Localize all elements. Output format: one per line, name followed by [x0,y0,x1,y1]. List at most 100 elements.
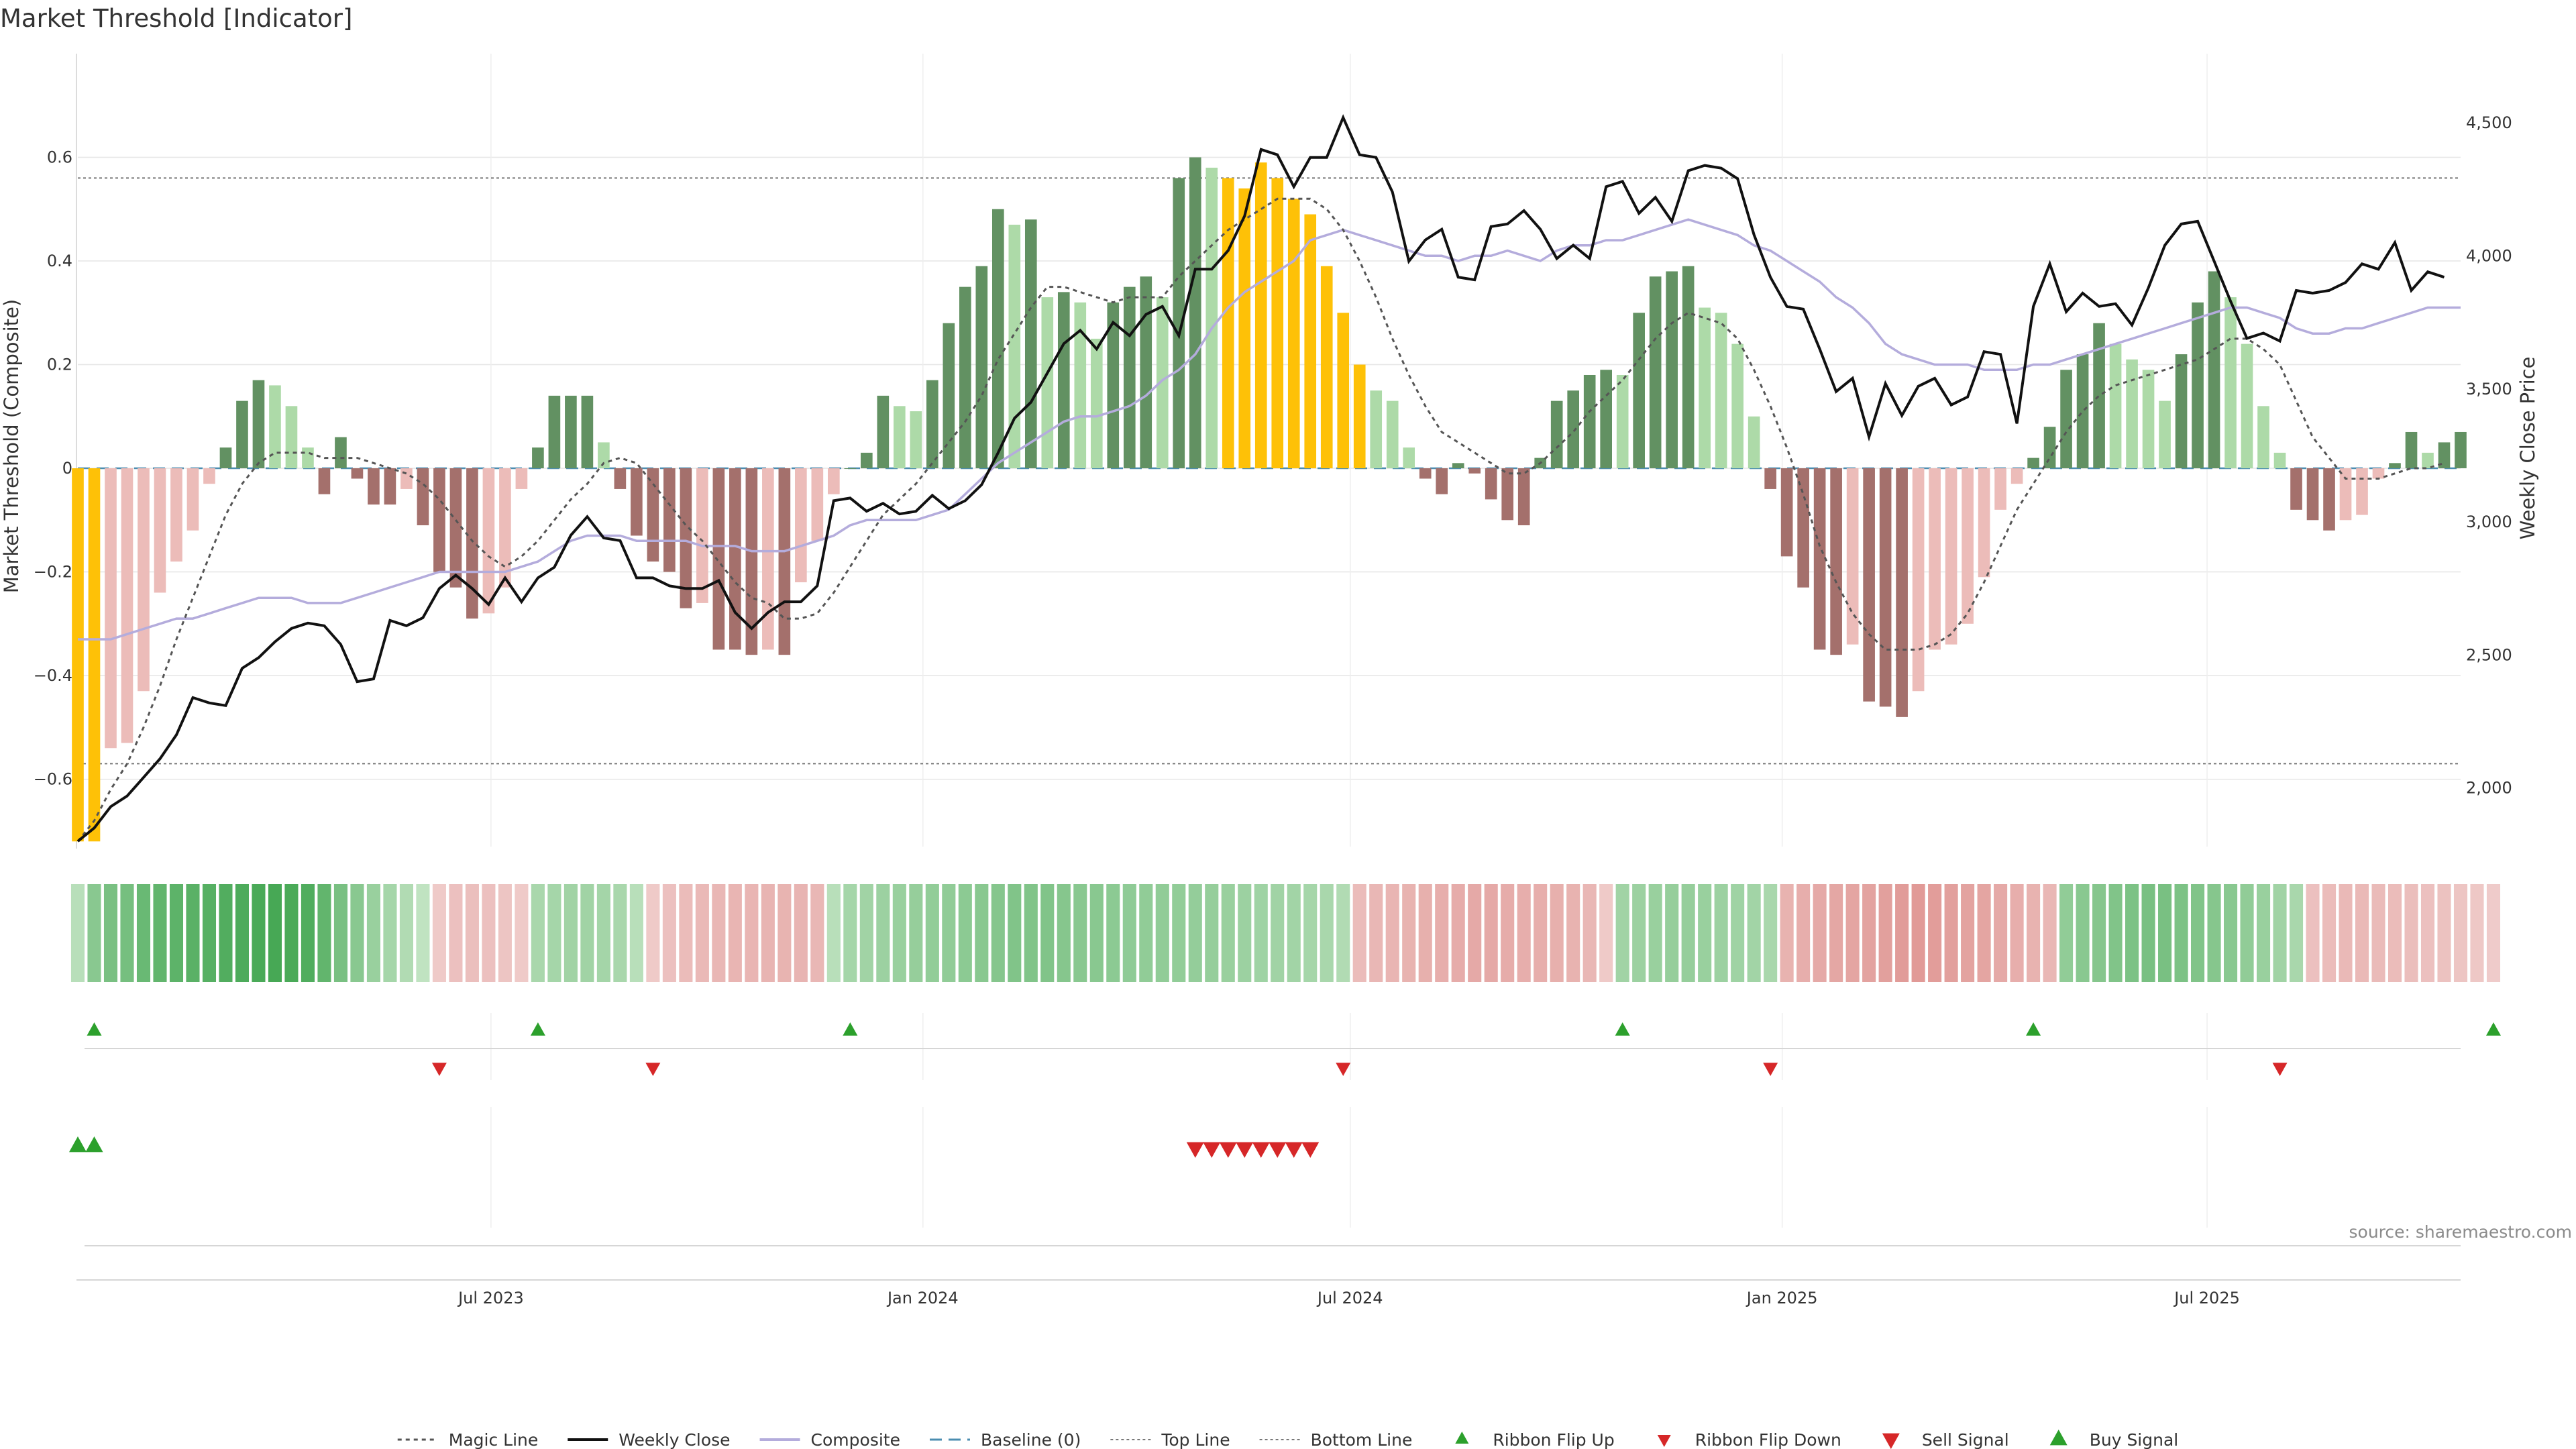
composite-bar [2455,431,2467,469]
composite-bar [1156,297,1169,469]
ribbon-cell [1961,884,1975,982]
composite-bar [1731,343,1743,469]
ribbon-cell [1599,884,1613,982]
composite-bar [877,395,890,469]
ribbon-cell [1008,884,1022,982]
composite-bar [811,468,824,541]
left-tick-label: −0.6 [34,770,72,789]
composite-bar [975,266,988,469]
legend-item-sell [1882,1433,1900,1449]
ribbon-cell [564,884,578,982]
sell-signal-marker [1219,1142,1237,1158]
ribbon-cell [975,884,989,982]
composite-bar [1057,292,1070,469]
composite-bar [1666,271,1678,469]
composite-bar [598,442,610,469]
ribbon-cell [745,884,759,982]
composite-bar [1337,313,1350,469]
ribbon-cell [777,884,792,982]
sell-signal-marker [1269,1142,1287,1158]
ribbon-cell [1205,884,1219,982]
legend-label-baseline: Baseline (0) [981,1430,1081,1449]
composite-bar [302,447,314,469]
composite-bar [417,468,429,526]
composite-bar [1238,188,1251,469]
ribbon-cell [333,884,347,982]
ribbon-cell [1320,884,1334,982]
left-axis: −0.6 −0.4 −0.2 0 0.2 0.4 0.6 [34,148,72,789]
composite-bar [795,468,807,582]
ribbon-cell [1582,884,1597,982]
composite-bar [1485,468,1497,500]
ribbon-cell [1435,884,1449,982]
ribbon-cell [1352,884,1366,982]
left-tick-label: −0.4 [34,666,72,685]
composite-bar [1517,468,1530,526]
ribbon-cell [629,884,643,982]
legend: Magic Line Weekly Close Composite Baseline … [397,1430,2179,1449]
composite-bar [285,406,298,469]
ribbon-cell [383,884,397,982]
composite-bar [1929,468,1941,650]
right-tick-label: 2,500 [2466,645,2512,664]
ribbon-cell [728,884,742,982]
ribbon-flip-down-marker [1763,1063,1778,1076]
ribbon-cell [202,884,217,982]
ribbon-cell [2355,884,2369,982]
composite-bar [499,468,511,588]
ribbon-cell [1040,884,1055,982]
ribbon-cell [1862,884,1876,982]
ribbon-cell [1731,884,1745,982]
ribbon-cell [1238,884,1252,982]
magic-line [76,197,2445,843]
ribbon-cell [1665,884,1679,982]
composite-bar [959,286,971,469]
ribbon-cell [695,884,709,982]
ribbon-cell [1369,884,1383,982]
composite-bar [1501,468,1514,521]
weekly-close-line [76,114,2445,843]
ribbon-cell [843,884,857,982]
ribbon-cell [515,884,529,982]
ribbon-cell [1501,884,1515,982]
composite-bar [1633,313,1645,469]
composite-bar [1468,468,1481,474]
composite-bar [138,468,150,692]
legend-label-buy: Buy Signal [2090,1430,2179,1449]
right-axis: 2,000 2,500 3,000 3,500 4,000 4,500 [2466,113,2512,798]
composite-bar [368,468,380,505]
composite-bar [1452,463,1464,469]
composite-bar [2027,458,2039,469]
composite-bar [1682,266,1695,469]
x-tick-label: Jul 2024 [1316,1289,1383,1307]
sell-signal-marker [1186,1142,1204,1158]
composite-bar [1353,364,1366,469]
sell-signal-marker [1236,1142,1254,1158]
composite-bar [154,468,166,593]
composite-bar [2389,463,2401,469]
sell-signal-marker [1301,1142,1320,1158]
ribbon-cell [1106,884,1120,982]
ribbon-cell [317,884,331,982]
composite-bar [1912,468,1925,692]
ribbon-cell [2125,884,2139,982]
source-note: source: sharemaestro.com [2349,1222,2573,1242]
ribbon-flip-up-marker [2485,1022,2501,1036]
ribbon-cell [1550,884,1564,982]
composite-bar [121,468,133,743]
composite-bar [1978,468,1990,578]
composite-bar [1254,162,1267,469]
composite-bar [2323,468,2335,531]
ribbon-cell [2224,884,2238,982]
ribbon-cell [531,884,545,982]
ribbon-cell [2010,884,2024,982]
composite-bar [1616,374,1629,469]
right-tick-label: 2,000 [2466,779,2512,798]
ribbon-cell [136,884,151,982]
ribbon-cell [1188,884,1202,982]
composite-bar [1205,167,1218,469]
ribbon-cell [596,884,610,982]
legend-label-composite: Composite [811,1430,900,1449]
ribbon-cell [2076,884,2090,982]
